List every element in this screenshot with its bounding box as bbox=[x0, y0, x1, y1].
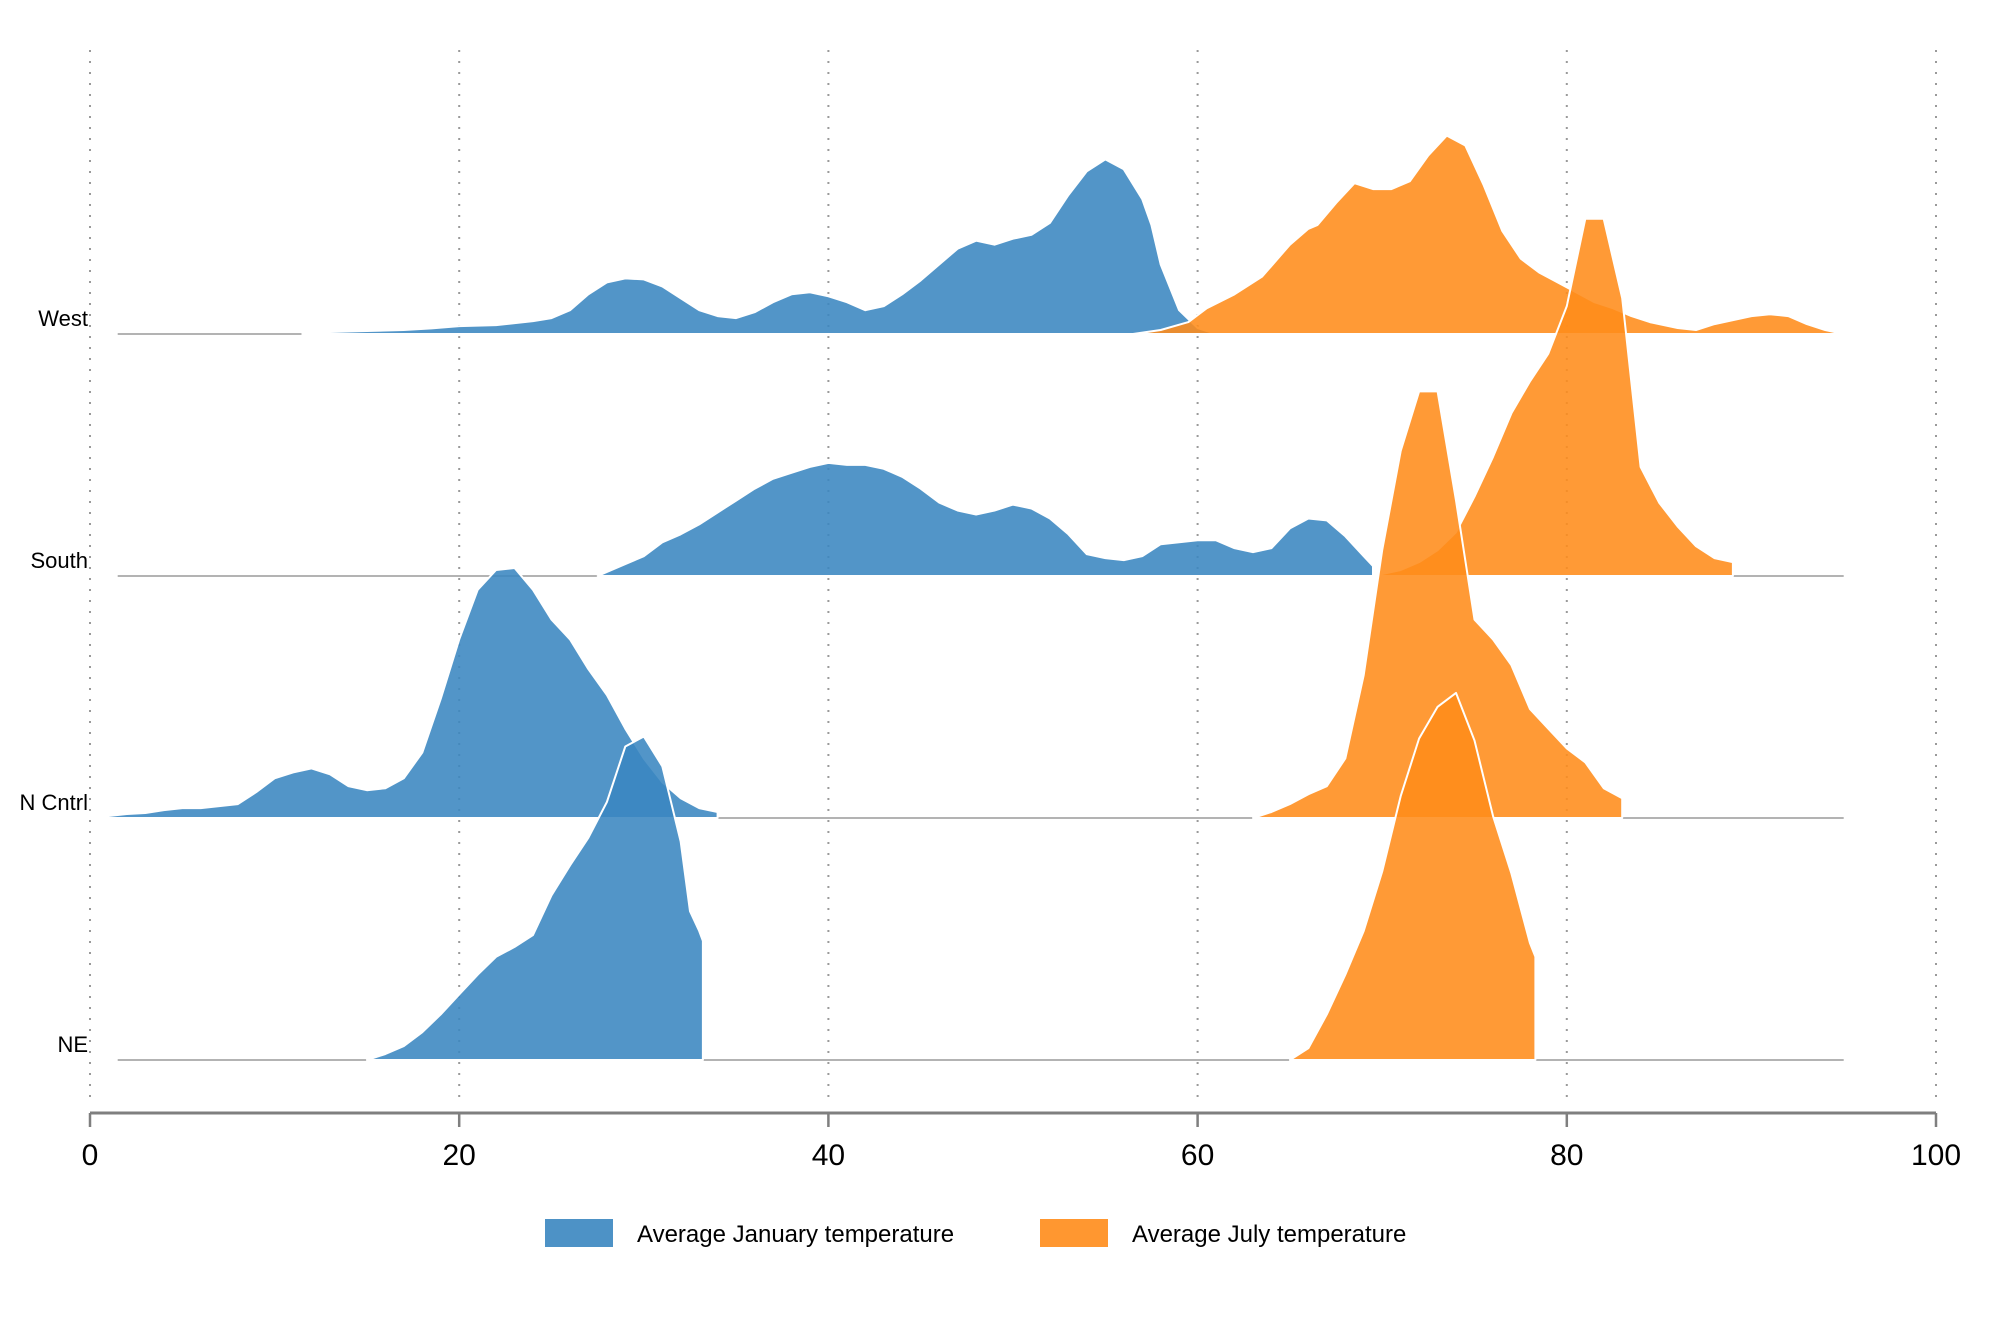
ridge-jul-ne bbox=[1288, 691, 1537, 1061]
category-label-south: South bbox=[31, 548, 89, 573]
ridge-jan-south bbox=[596, 461, 1374, 577]
x-tick-label-60: 60 bbox=[1181, 1139, 1214, 1172]
ridges bbox=[98, 134, 1845, 1061]
x-tick-label-100: 100 bbox=[1911, 1139, 1961, 1172]
category-label-n-cntrl: N Cntrl bbox=[20, 790, 88, 815]
category-labels: West South N Cntrl NE bbox=[20, 306, 88, 1057]
category-label-west: West bbox=[38, 306, 88, 331]
legend-label-jan: Average January temperature bbox=[637, 1221, 954, 1248]
x-tick-label-20: 20 bbox=[443, 1139, 476, 1172]
x-tick-label-80: 80 bbox=[1550, 1139, 1583, 1172]
ridge-jul-west bbox=[1132, 134, 1845, 335]
ridge-jul-n-cntrl bbox=[1252, 390, 1624, 819]
ridge-row-south bbox=[117, 217, 1844, 577]
legend-swatch-jul bbox=[1040, 1219, 1108, 1247]
x-axis: 0 20 40 60 80 100 bbox=[82, 1111, 1961, 1172]
ridge-row-ne bbox=[117, 691, 1844, 1061]
legend-label-jul: Average July temperature bbox=[1132, 1221, 1406, 1248]
category-label-ne: NE bbox=[57, 1032, 88, 1057]
ridge-jan-ne bbox=[365, 735, 704, 1061]
legend: Average January temperature Average July … bbox=[545, 1219, 1406, 1248]
ridge-jan-west bbox=[301, 158, 1218, 335]
x-tick-label-40: 40 bbox=[812, 1139, 845, 1172]
legend-swatch-jan bbox=[545, 1219, 613, 1247]
grid-lines bbox=[89, 50, 1937, 1105]
x-tick-label-0: 0 bbox=[82, 1139, 99, 1172]
